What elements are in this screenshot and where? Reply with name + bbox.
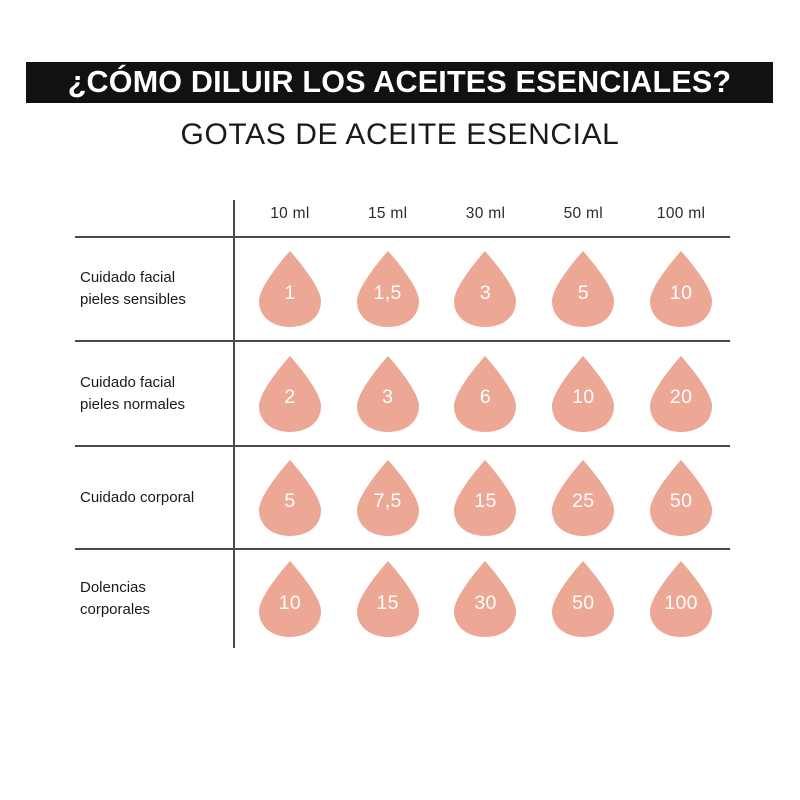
droplet-icon: 5 xyxy=(255,458,325,538)
droplet-icon: 7,5 xyxy=(353,458,423,538)
droplet-value: 100 xyxy=(664,591,698,614)
cell-3-1: 15 xyxy=(339,549,437,649)
row-label-line: Cuidado facial xyxy=(80,269,176,287)
cell-3-0: 10 xyxy=(241,549,339,649)
droplet-value: 3 xyxy=(382,386,394,409)
droplet-icon: 15 xyxy=(450,458,520,538)
row-label-line: Cuidado corporal xyxy=(80,488,195,506)
cell-1-2: 6 xyxy=(437,341,535,446)
droplet-value: 30 xyxy=(474,591,497,614)
droplet-value: 50 xyxy=(669,490,693,513)
droplet-icon: 20 xyxy=(646,354,716,434)
column-header-0: 10 ml xyxy=(270,205,310,222)
row-label-line: corporales xyxy=(80,601,151,618)
droplet-value: 7,5 xyxy=(373,490,402,513)
row-cells: 5 7,5 15 xyxy=(241,446,730,549)
droplet-value: 5 xyxy=(284,490,296,513)
row-label-1: Cuidado facial pieles normales xyxy=(80,372,230,416)
cell-1-4: 20 xyxy=(632,341,730,446)
droplet-icon: 3 xyxy=(450,249,520,329)
cell-2-2: 15 xyxy=(437,446,535,549)
cell-2-0: 5 xyxy=(241,446,339,549)
droplet-value: 10 xyxy=(572,386,595,409)
table-row: Cuidado corporal 5 7 xyxy=(0,446,800,549)
row-label-line: pieles normales xyxy=(80,395,186,413)
droplet-icon: 6 xyxy=(450,354,520,434)
cell-2-1: 7,5 xyxy=(339,446,437,549)
droplet-icon: 1,5 xyxy=(353,249,423,329)
row-label-3: Dolencias corporales xyxy=(80,577,230,621)
cell-2-3: 25 xyxy=(534,446,632,549)
cell-3-4: 100 xyxy=(632,549,730,649)
page-subtitle: GOTAS DE ACEITE ESENCIAL xyxy=(180,118,620,151)
droplet-icon: 5 xyxy=(548,249,618,329)
row-label-2: Cuidado corporal xyxy=(80,487,230,509)
row-cells: 1 1,5 3 xyxy=(241,237,730,341)
column-header-3: 50 ml xyxy=(563,205,603,222)
droplet-icon: 30 xyxy=(450,559,520,639)
droplet-value: 50 xyxy=(572,591,595,614)
column-header-2: 30 ml xyxy=(465,205,506,222)
row-label-line: pieles sensibles xyxy=(80,291,186,308)
column-header-row: 10 ml 15 ml 30 ml 50 ml 100 ml xyxy=(241,205,730,229)
table-rule-2 xyxy=(75,445,730,447)
cell-0-1: 1,5 xyxy=(339,237,437,341)
cell-1-0: 2 xyxy=(241,341,339,446)
row-cells: 10 15 30 xyxy=(241,549,730,649)
cell-0-3: 5 xyxy=(534,237,632,341)
droplet-icon: 50 xyxy=(548,559,618,639)
droplet-value: 5 xyxy=(577,281,589,304)
droplet-value: 10 xyxy=(669,281,693,304)
row-label-0: Cuidado facial pieles sensibles xyxy=(80,267,230,311)
table-rule-3 xyxy=(75,548,730,550)
droplet-value: 1 xyxy=(284,281,296,304)
column-header-1: 15 ml xyxy=(367,205,408,222)
cell-1-3: 10 xyxy=(534,341,632,446)
droplet-value: 20 xyxy=(669,386,693,409)
table-row: Cuidado facial pieles normales 2 xyxy=(0,341,800,446)
droplet-value: 2 xyxy=(284,386,296,409)
cell-3-3: 50 xyxy=(534,549,632,649)
droplet-value: 1,5 xyxy=(373,281,402,304)
droplet-icon: 10 xyxy=(255,559,325,639)
droplet-value: 10 xyxy=(278,591,302,614)
table-rule-1 xyxy=(75,340,730,342)
table-vertical-divider xyxy=(233,200,235,648)
droplet-icon: 100 xyxy=(646,559,716,639)
droplet-icon: 10 xyxy=(548,354,618,434)
droplet-icon: 15 xyxy=(353,559,423,639)
droplet-value: 15 xyxy=(376,591,399,614)
droplet-icon: 25 xyxy=(548,458,618,538)
droplet-icon: 1 xyxy=(255,249,325,329)
page-title: ¿CÓMO DILUIR LOS ACEITES ESENCIALES? xyxy=(67,65,732,100)
cell-3-2: 30 xyxy=(437,549,535,649)
table-rule-header xyxy=(75,236,730,238)
cell-0-2: 3 xyxy=(437,237,535,341)
cell-0-0: 1 xyxy=(241,237,339,341)
column-header-4: 100 ml xyxy=(656,205,706,222)
row-label-line: Dolencias xyxy=(80,579,146,597)
row-label-line: Cuidado facial xyxy=(80,373,176,391)
table-body: Cuidado facial pieles sensibles 1 xyxy=(0,237,800,649)
cell-2-4: 50 xyxy=(632,446,730,549)
row-cells: 2 3 6 xyxy=(241,341,730,446)
droplet-value: 15 xyxy=(474,490,497,513)
cell-1-1: 3 xyxy=(339,341,437,446)
droplet-icon: 2 xyxy=(255,354,325,434)
table-row: Cuidado facial pieles sensibles 1 xyxy=(0,237,800,341)
droplet-icon: 3 xyxy=(353,354,423,434)
droplet-value: 6 xyxy=(479,386,492,409)
droplet-icon: 50 xyxy=(646,458,716,538)
droplet-icon: 10 xyxy=(646,249,716,329)
droplet-value: 25 xyxy=(572,490,595,513)
droplet-value: 3 xyxy=(479,281,492,304)
table-row: Dolencias corporales 10 xyxy=(0,549,800,649)
cell-0-4: 10 xyxy=(632,237,730,341)
title-banner: ¿CÓMO DILUIR LOS ACEITES ESENCIALES? xyxy=(26,62,773,103)
